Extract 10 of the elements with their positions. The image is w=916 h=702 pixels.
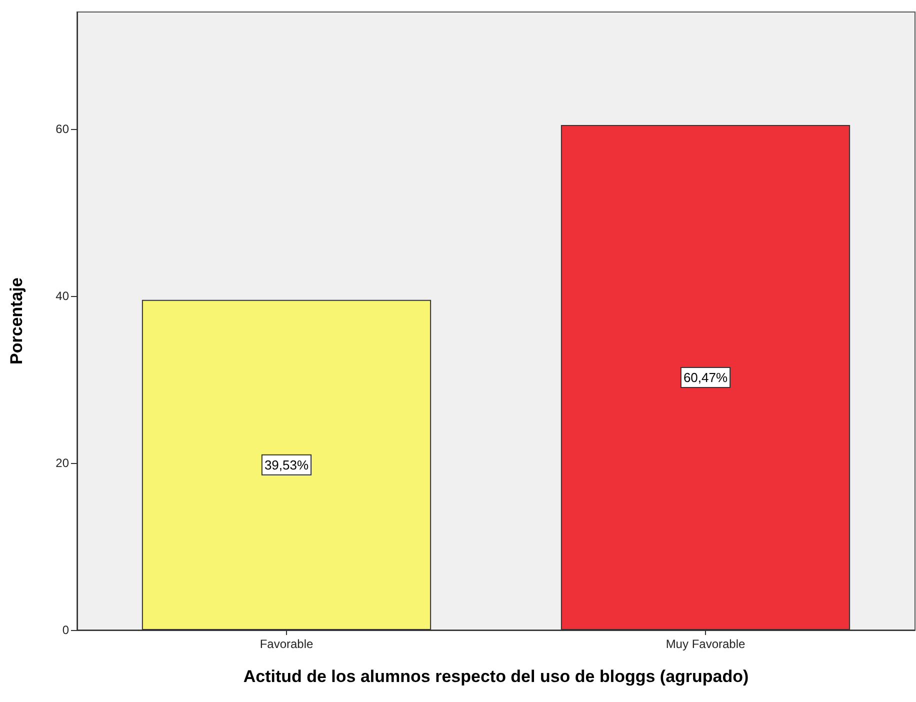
data-label: 60,47% (683, 370, 728, 385)
x-axis-title: Actitud de los alumnos respecto del uso de bloggs (agrupado) (243, 667, 749, 686)
data-label: 39,53% (264, 457, 309, 472)
y-tick-label: 20 (56, 456, 70, 470)
x-tick-label: Favorable (260, 637, 314, 651)
y-tick-label: 60 (56, 122, 70, 136)
x-tick-label: Muy Favorable (666, 637, 746, 651)
y-axis-title: Porcentaje (7, 278, 26, 364)
y-tick-label: 0 (62, 623, 70, 637)
y-tick-label: 40 (56, 288, 70, 303)
